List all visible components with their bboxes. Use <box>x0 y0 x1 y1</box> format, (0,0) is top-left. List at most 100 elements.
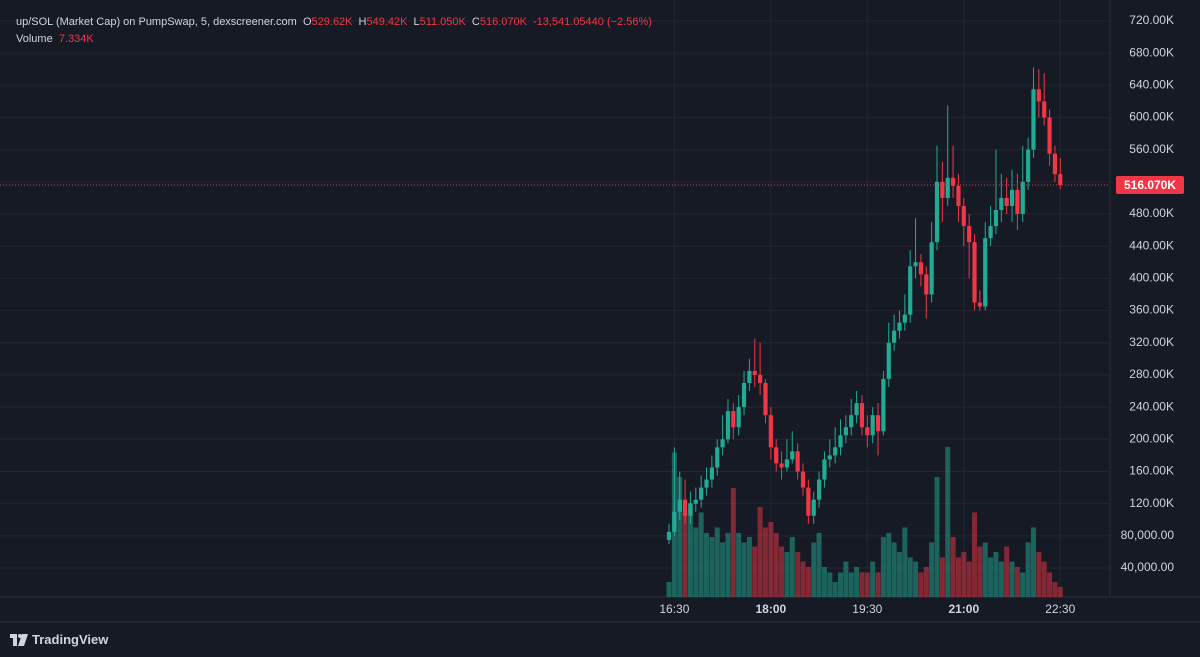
volume-bar <box>961 552 967 597</box>
volume-bar <box>784 552 790 597</box>
volume-bar <box>789 537 795 597</box>
y-tick-label: 120.00K <box>1129 496 1174 510</box>
volume-bar <box>923 567 929 597</box>
volume-bar <box>773 532 779 597</box>
candle-body <box>795 451 800 472</box>
candle-body <box>934 181 940 243</box>
x-tick-label: 22:30 <box>1045 602 1075 616</box>
last-price-box <box>1116 175 1184 194</box>
candle-body <box>999 197 1004 210</box>
candle-body <box>950 177 956 186</box>
volume-bar <box>1052 582 1058 597</box>
volume-name: Volume <box>16 33 53 45</box>
candle-body <box>849 415 854 428</box>
volume-bar <box>1020 572 1026 597</box>
ohlc-key: O <box>302 16 312 28</box>
volume-bar <box>913 561 919 597</box>
candle-body <box>816 479 822 500</box>
volume-bar <box>709 537 715 597</box>
volume-bar <box>1014 567 1020 597</box>
volume-bar <box>704 532 710 597</box>
candle-body <box>961 205 966 227</box>
volume-bar <box>907 557 913 597</box>
volume-bar <box>811 542 817 597</box>
volume-bar <box>666 582 672 597</box>
candle-body <box>822 459 827 480</box>
candle-body <box>838 435 843 448</box>
volume-bar <box>875 572 881 597</box>
candle-body <box>1009 189 1015 206</box>
volume-bar <box>993 552 999 597</box>
volume-bar <box>982 542 988 597</box>
volume-bar <box>1025 542 1031 597</box>
volume-bar <box>864 572 870 597</box>
volume-bar <box>934 477 940 597</box>
volume-bar <box>880 537 886 597</box>
candle-body <box>967 226 972 243</box>
chart-title: up/SOL (Market Cap) on PumpSwap, 5, dexs… <box>16 16 297 28</box>
y-tick-label: 80,000.00 <box>1121 528 1175 542</box>
candle-body <box>854 403 859 416</box>
candle-body <box>725 411 731 440</box>
volume-bar <box>746 537 752 597</box>
candle-body <box>747 370 752 383</box>
ohlc-value: 511.050K <box>419 16 466 28</box>
candle-body <box>693 499 698 504</box>
volume-bar <box>1004 546 1010 597</box>
candle-body <box>752 370 757 375</box>
volume-bar <box>682 512 688 597</box>
candle-body <box>699 487 704 500</box>
candle-body <box>972 242 977 303</box>
volume-bar <box>730 487 736 597</box>
volume-bar <box>805 567 811 597</box>
candle-body <box>988 226 993 239</box>
volume-bar <box>757 507 763 597</box>
volume-bar <box>838 572 844 597</box>
volume-bar <box>950 537 956 597</box>
candle-body <box>666 531 672 540</box>
candle-body <box>1020 181 1025 215</box>
candle-body <box>763 382 768 416</box>
candle-body <box>892 330 897 343</box>
candle-body <box>779 463 784 468</box>
candle-body <box>768 415 773 448</box>
last-price-label: 516.070K <box>1124 178 1176 192</box>
volume-bar <box>779 546 785 597</box>
x-tick-label: 19:30 <box>852 602 882 616</box>
candle-body <box>1026 149 1031 182</box>
y-tick-label: 480.00K <box>1129 206 1174 220</box>
y-tick-label: 400.00K <box>1129 271 1174 285</box>
ohlc-row: up/SOL (Market Cap) on PumpSwap, 5, dexs… <box>16 14 658 31</box>
ohlc-key: H <box>358 16 367 28</box>
candle-body <box>924 274 929 295</box>
volume-bar <box>848 572 854 597</box>
volume-bar <box>843 561 849 597</box>
candle-body <box>929 242 934 295</box>
volume-bar <box>800 561 806 597</box>
candle-body <box>827 455 832 460</box>
volume-bar <box>821 567 827 597</box>
volume-bar <box>1041 561 1047 597</box>
candle-body <box>672 511 677 532</box>
candle-body <box>715 447 720 468</box>
volume-bar <box>988 557 994 597</box>
candle-body <box>720 439 725 448</box>
volume-bar <box>972 512 978 597</box>
y-tick-label: 640.00K <box>1129 77 1174 91</box>
candle-body <box>1052 153 1058 175</box>
volume-bar <box>816 532 822 597</box>
candle-body <box>736 407 741 428</box>
candle-body <box>993 209 999 227</box>
change: -13,541.05440 (−2.56%) <box>532 16 652 28</box>
volume-bar <box>752 546 758 597</box>
volume-bar <box>768 522 774 597</box>
candle-body <box>1058 174 1063 185</box>
ohlc: O529.62K H549.42K L511.050K C516.070K <box>303 16 533 28</box>
volume-bar <box>720 542 726 597</box>
y-tick-label: 680.00K <box>1129 45 1174 59</box>
y-tick-label: 320.00K <box>1129 335 1174 349</box>
candle-body <box>774 447 779 464</box>
candle-body <box>758 374 763 383</box>
candle-body <box>881 378 886 432</box>
candle-body <box>800 471 806 488</box>
